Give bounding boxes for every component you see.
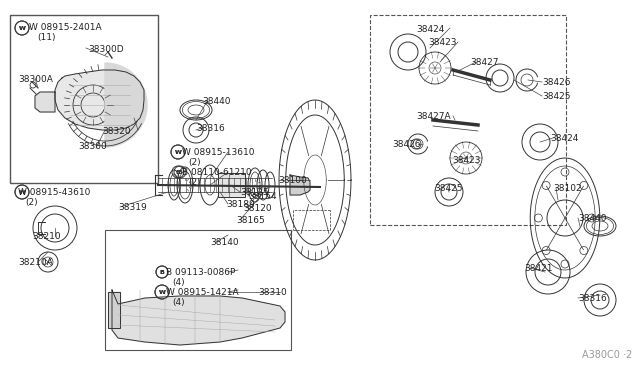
Polygon shape — [35, 92, 55, 112]
Text: 38319: 38319 — [118, 203, 147, 212]
Text: 38125: 38125 — [240, 188, 269, 197]
Text: W: W — [159, 289, 165, 295]
Text: W: W — [175, 150, 181, 154]
Text: 38154: 38154 — [248, 192, 276, 201]
Text: B: B — [177, 170, 182, 174]
Text: 38423: 38423 — [452, 156, 481, 165]
Text: B: B — [159, 269, 164, 275]
Text: B 09113-0086P: B 09113-0086P — [166, 268, 236, 277]
Text: 38165: 38165 — [236, 216, 265, 225]
Polygon shape — [105, 63, 147, 147]
Text: 38316: 38316 — [196, 124, 225, 133]
Text: W 08915-13610: W 08915-13610 — [182, 148, 255, 157]
Text: 38440: 38440 — [578, 214, 607, 223]
Text: 38424: 38424 — [550, 134, 579, 143]
Text: 38100: 38100 — [278, 176, 307, 185]
Polygon shape — [108, 292, 120, 328]
Text: 38140: 38140 — [210, 238, 239, 247]
Text: W 08915-1421A: W 08915-1421A — [166, 288, 239, 297]
Text: W: W — [19, 26, 26, 31]
Text: 38427A: 38427A — [416, 112, 451, 121]
Bar — [10, 15, 158, 183]
Text: 38425: 38425 — [434, 184, 463, 193]
Bar — [370, 15, 566, 225]
Text: 38102: 38102 — [553, 184, 582, 193]
Text: 38316: 38316 — [578, 294, 607, 303]
Text: W: W — [19, 189, 26, 195]
Polygon shape — [218, 173, 245, 197]
Text: 38421: 38421 — [524, 264, 552, 273]
Polygon shape — [55, 70, 144, 130]
Text: W: W — [19, 189, 26, 195]
Text: (4): (4) — [172, 278, 184, 287]
Text: (11): (11) — [37, 33, 56, 42]
Text: W: W — [175, 150, 181, 154]
Polygon shape — [112, 290, 285, 345]
Text: 38425: 38425 — [542, 92, 570, 101]
Text: (2): (2) — [188, 158, 200, 167]
Bar — [105, 230, 291, 350]
Text: (2): (2) — [25, 198, 38, 207]
Text: W 08915-43610: W 08915-43610 — [18, 188, 90, 197]
Text: (4): (4) — [172, 298, 184, 307]
Text: 38426: 38426 — [542, 78, 570, 87]
Text: 38189: 38189 — [226, 200, 255, 209]
Text: 38320: 38320 — [102, 127, 131, 136]
Text: 38300A: 38300A — [18, 75, 53, 84]
Polygon shape — [290, 175, 310, 195]
Text: B: B — [175, 170, 180, 174]
Text: B 08110-61210: B 08110-61210 — [182, 168, 252, 177]
Text: W: W — [19, 26, 26, 31]
Text: 38210: 38210 — [32, 232, 61, 241]
Text: 38424: 38424 — [416, 25, 444, 34]
Text: (2): (2) — [188, 178, 200, 187]
Text: 38300: 38300 — [78, 142, 107, 151]
Bar — [218, 173, 245, 197]
Text: B: B — [159, 269, 164, 275]
Text: 38440: 38440 — [202, 97, 230, 106]
Text: 38310: 38310 — [258, 288, 287, 297]
Text: A380C0 ·2: A380C0 ·2 — [582, 350, 632, 360]
Text: 38423: 38423 — [428, 38, 456, 47]
Bar — [108, 292, 120, 328]
Text: 38300D: 38300D — [88, 45, 124, 54]
Text: W 08915-2401A: W 08915-2401A — [29, 23, 102, 32]
Text: 38120: 38120 — [243, 204, 271, 213]
Text: 38426: 38426 — [392, 140, 420, 149]
Text: W: W — [159, 289, 165, 295]
Text: 38427: 38427 — [470, 58, 499, 67]
Text: 38210A: 38210A — [18, 258, 52, 267]
